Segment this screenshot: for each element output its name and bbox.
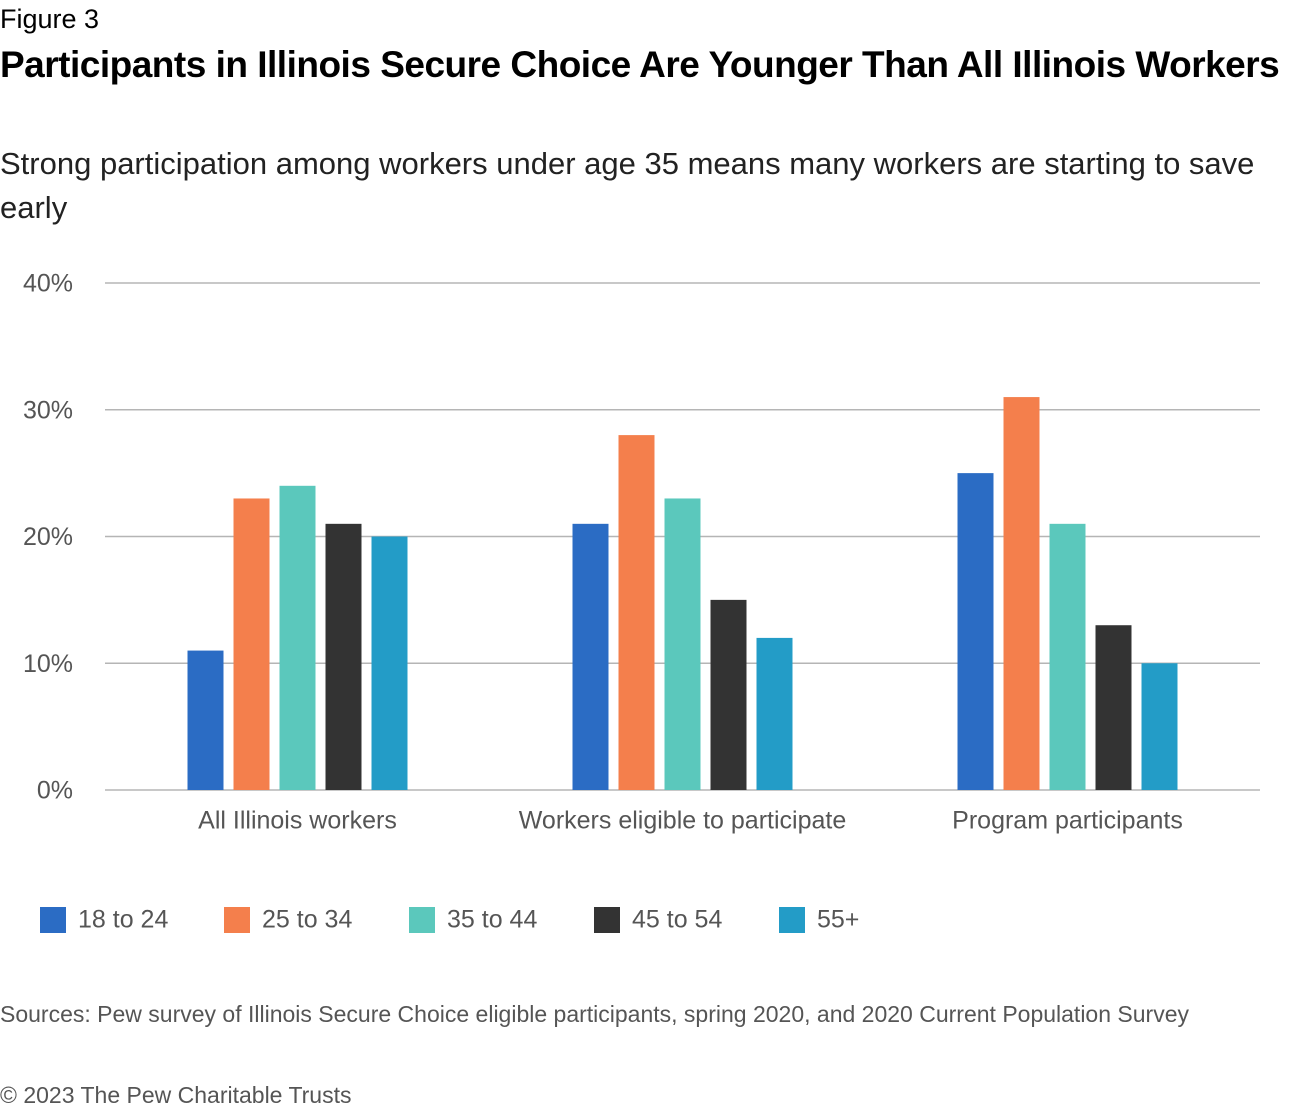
bar [233,498,270,790]
bar [664,498,701,790]
source-note: Sources: Pew survey of Illinois Secure C… [0,1001,1189,1027]
bar [1095,625,1132,790]
y-tick-label: 40% [23,270,73,298]
y-tick-label: 10% [23,650,73,678]
y-tick-label: 20% [23,523,73,551]
bar [1049,523,1086,790]
figure-label: Figure 3 [0,4,100,34]
bar [572,523,609,790]
x-tick-label: Program participants [952,807,1183,835]
y-tick-label: 30% [23,396,73,424]
legend-label: 18 to 24 [78,906,168,934]
legend-label: 45 to 54 [632,906,722,934]
legend-swatch [779,907,805,933]
bar [618,435,655,790]
bar [1003,397,1040,790]
legend-label: 25 to 34 [262,906,352,934]
chart-subtitle: Strong participation among workers under… [0,146,1255,225]
bar [279,485,316,790]
bar [371,536,408,790]
x-tick-label: All Illinois workers [198,807,397,835]
bar [1141,663,1178,790]
legend-label: 55+ [817,906,859,934]
bar [710,599,747,790]
bar [957,473,994,790]
legend-swatch [409,907,435,933]
legend-swatch [40,907,66,933]
legend-swatch [594,907,620,933]
y-tick-label: 0% [37,777,73,805]
bar [187,650,224,790]
copyright: © 2023 The Pew Charitable Trusts [0,1082,352,1108]
x-tick-label: Workers eligible to participate [519,807,846,835]
bar [756,637,793,790]
legend-swatch [224,907,250,933]
bar [325,523,362,790]
chart-title: Participants in Illinois Secure Choice A… [0,44,1280,85]
legend-label: 35 to 44 [447,906,537,934]
